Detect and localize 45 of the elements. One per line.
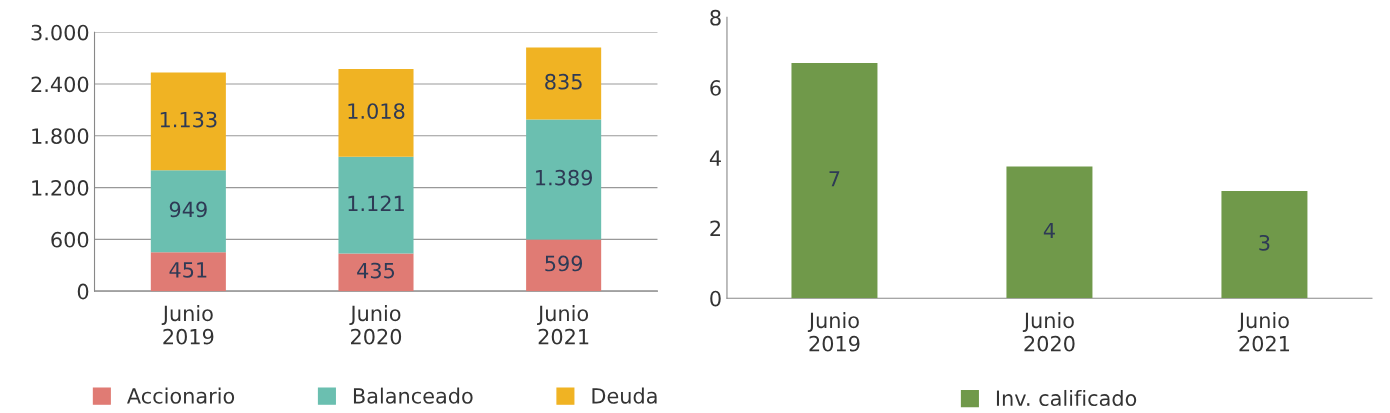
data-label: 3 [1259,234,1270,251]
legend-label: Inv. calificado [996,389,1137,407]
x-tick-label: Junio 2020 [349,305,402,345]
y-tick-label: 2.400 [31,76,89,93]
y-tick-label: 0 [77,283,89,300]
x-tick-label: Junio 2021 [537,305,589,345]
legend-label: Accionario [127,387,235,404]
bar [150,252,226,292]
y-tick-label: 0 [710,290,721,307]
bar [1006,166,1093,299]
data-label: 4 [1043,222,1055,239]
bar [526,119,602,240]
y-tick-label: 4 [709,150,721,166]
x-tick-label: Junio 2021 [1237,312,1290,352]
y-tick-label: 1.800 [32,128,89,145]
data-label: 7 [829,171,840,187]
data-label: 835 [545,73,582,90]
data-label: 599 [545,255,583,272]
data-label: 435 [357,262,395,279]
bar [526,239,602,292]
data-label: 1.121 [348,195,404,211]
x-tick-label: Junio 2019 [807,312,860,352]
y-tick-label: 8 [710,9,721,26]
y-tick-label: 600 [51,231,89,248]
data-label: 451 [169,262,207,278]
y-tick-label: 3.000 [31,24,89,41]
data-label: 949 [169,201,207,218]
data-label: 1.389 [536,169,592,186]
bar [338,68,414,157]
data-label: 1.133 [160,111,217,128]
bar [150,170,226,253]
bar [791,62,878,299]
y-tick-label: 1.200 [32,180,89,196]
legend-label: Balanceado [353,387,473,404]
bar [1221,191,1308,299]
y-tick-label: 6 [710,80,721,96]
x-tick-label: Junio 2019 [161,305,214,345]
bar [338,156,414,254]
bar [338,253,414,292]
x-tick-label: Junio 2020 [1022,312,1075,352]
y-tick-label: 2 [710,220,721,236]
bar [150,72,226,171]
bar [526,47,602,120]
data-label: 1.018 [348,103,405,119]
legend-label: Deuda [592,387,657,404]
